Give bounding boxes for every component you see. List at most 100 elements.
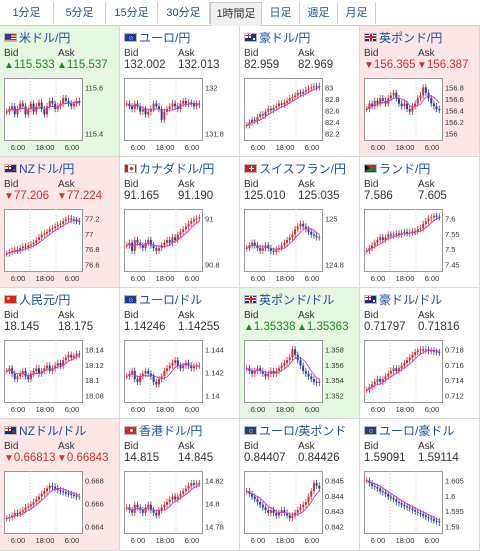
candle-body xyxy=(182,100,185,104)
tab-4[interactable]: 30分足 xyxy=(158,2,210,24)
currency-pair-link[interactable]: 人民元/円 xyxy=(4,292,70,307)
candle-body xyxy=(149,373,152,377)
currency-pair-link[interactable]: ユーロ/円 xyxy=(124,30,190,45)
candle-body xyxy=(198,217,201,219)
tab-1[interactable]: 1分足 xyxy=(0,2,54,24)
price-chart[interactable]: 115.6 115.4 6:00 18:00 6:00 xyxy=(4,78,116,154)
currency-pair-link[interactable]: ユーロ/豪ドル xyxy=(364,423,454,438)
candle-body xyxy=(251,493,254,497)
moving-average-line xyxy=(6,101,80,113)
price-chart[interactable]: 77.2 77 76.8 76.6 6:00 18:00 6:00 xyxy=(4,209,116,285)
currency-pair-link[interactable]: NZドル/ドル xyxy=(4,423,86,438)
y-tick-label: 90.8 xyxy=(205,261,220,270)
currency-card[interactable]: 人民元/円 Bid Ask 18.145 18.175 18.14 18.12 18.1 18.… xyxy=(0,288,120,419)
candle-body xyxy=(147,240,150,243)
currency-card[interactable]: 英ポンド/ドル Bid Ask ▲1.35338 ▲1.35363 1.358 1.356 1… xyxy=(240,288,360,419)
currency-pair-link[interactable]: 米ドル/円 xyxy=(4,30,70,45)
currency-pair-link[interactable]: ランド/円 xyxy=(364,161,430,176)
candle-body xyxy=(406,360,409,363)
currency-card[interactable]: ユーロ/ドル Bid Ask 1.14246 1.14255 1.144 1.142 1.14… xyxy=(120,288,240,419)
currency-card[interactable]: ランド/円 Bid Ask 7.586 7.605 7.6 7.55 7.5 7.45 6:00 1… xyxy=(360,157,480,288)
candle-body xyxy=(365,250,368,252)
price-chart[interactable]: 0.845 0.844 0.843 0.842 6:00 18:00 6:00 xyxy=(244,471,356,547)
tab-8[interactable]: 月足 xyxy=(338,2,376,24)
price-chart[interactable]: 0.668 0.666 0.664 6:00 18:00 6:00 xyxy=(4,471,116,547)
price-chart[interactable]: 14.82 14.8 14.78 6:00 18:00 6:00 xyxy=(124,471,236,547)
currency-pair-link[interactable]: NZドル/円 xyxy=(4,161,75,176)
candle-body xyxy=(435,106,438,109)
currency-pair-link[interactable]: カナダドル/円 xyxy=(124,161,214,176)
candle-body xyxy=(16,512,19,514)
currency-card[interactable]: ユーロ/英ポンド Bid Ask 0.84407 0.84426 0.845 0.844 0.… xyxy=(240,419,360,551)
currency-card[interactable]: NZドル/ドル Bid Ask ▼0.66813 ▼0.66843 0.668 0.666 0… xyxy=(0,419,120,551)
candle-body xyxy=(381,379,384,382)
candle-body xyxy=(277,368,280,371)
currency-pair-link[interactable]: スイスフラン/円 xyxy=(244,161,346,176)
candle-body xyxy=(21,246,24,249)
candle-body xyxy=(296,226,299,230)
currency-pair-link[interactable]: 香港ドル/円 xyxy=(124,423,202,438)
candle-body xyxy=(192,103,195,107)
x-tick-label: 6:00 xyxy=(425,143,440,152)
candle-body xyxy=(403,103,406,107)
candle-body xyxy=(40,102,43,109)
currency-card[interactable]: NZドル/円 Bid Ask ▼77.206 ▼77.224 77.2 77 76.8 76.6… xyxy=(0,157,120,288)
bid-value-text: 125.010 xyxy=(244,190,286,202)
candlestick-chart: 1.144 1.142 1.14 6:00 18:00 6:00 xyxy=(124,340,224,414)
currency-card[interactable]: ユーロ/円 Bid Ask 132.002 132.013 132 131.8 6:00 18:… xyxy=(120,26,240,157)
currency-pair-link[interactable]: 英ポンド/ドル xyxy=(244,292,334,307)
currency-card[interactable]: 米ドル/円 Bid Ask ▲115.533 ▲115.537 115.6 115.4 6:0… xyxy=(0,26,120,157)
down-arrow-icon: ▼ xyxy=(4,191,14,202)
up-arrow-icon: ▲ xyxy=(4,60,14,71)
currency-card[interactable]: 香港ドル/円 Bid Ask 14.815 14.845 14.82 14.8 14.78 6:… xyxy=(120,419,240,551)
currency-card[interactable]: 英ポンド/円 Bid Ask ▼156.365 ▼156.387 156.8 156.6 15… xyxy=(360,26,480,157)
tab-3[interactable]: 15分足 xyxy=(106,2,158,24)
x-tick-label: 6:00 xyxy=(371,143,386,152)
tab-5[interactable]: 1時間足 xyxy=(210,2,262,26)
currency-pair-link[interactable]: ユーロ/ドル xyxy=(124,292,202,307)
price-chart[interactable]: 91 90.8 6:00 18:00 6:00 xyxy=(124,209,236,285)
bid-value: 7.586 xyxy=(364,190,393,202)
bid-value: 0.84407 xyxy=(244,452,286,464)
currency-pair-link[interactable]: 豪ドル/ドル xyxy=(364,292,442,307)
candlestick-chart: 91 90.8 6:00 18:00 6:00 xyxy=(124,209,220,283)
currency-pair-link[interactable]: 豪ドル/円 xyxy=(244,30,310,45)
x-tick-label: 6:00 xyxy=(305,143,320,152)
pair-name: NZドル/円 xyxy=(19,161,75,176)
candle-body xyxy=(283,242,286,246)
currency-card[interactable]: 豪ドル/ドル Bid Ask 0.71797 0.71816 0.718 0.716 0.71… xyxy=(360,288,480,419)
price-chart[interactable]: 1.358 1.356 1.354 1.352 6:00 18:00 6:00 xyxy=(244,340,356,416)
currency-pair-link[interactable]: 英ポンド/円 xyxy=(364,30,442,45)
x-tick-label: 6:00 xyxy=(371,274,386,283)
price-chart[interactable]: 1.605 1.6 1.595 1.59 6:00 18:00 6:00 xyxy=(364,471,476,547)
price-chart[interactable]: 132 131.8 6:00 18:00 6:00 xyxy=(124,78,236,154)
price-chart[interactable]: 125 124.8 6:00 18:00 6:00 xyxy=(244,209,356,285)
chart-frame xyxy=(364,471,443,534)
tab-7[interactable]: 週足 xyxy=(300,2,338,24)
tab-6[interactable]: 日足 xyxy=(262,2,300,24)
price-chart[interactable]: 156.8 156.6 156.4 156.2 156 6:00 18:00 6:00 xyxy=(364,78,476,154)
candle-body xyxy=(37,496,40,500)
currency-card[interactable]: カナダドル/円 Bid Ask 91.165 91.190 91 90.8 6:00 18:00… xyxy=(120,157,240,288)
candle-body xyxy=(16,109,19,115)
price-chart[interactable]: 18.14 18.12 18.1 18.08 6:00 18:00 6:00 xyxy=(4,340,116,416)
y-tick-label: 132 xyxy=(205,84,218,93)
price-chart[interactable]: 1.144 1.142 1.14 6:00 18:00 6:00 xyxy=(124,340,236,416)
x-tick-label: 6:00 xyxy=(251,274,266,283)
tab-2[interactable]: 5分足 xyxy=(54,2,106,24)
candle-body xyxy=(198,483,201,485)
candle-body xyxy=(32,502,35,505)
candle-body xyxy=(37,102,40,107)
y-tick-label: 0.712 xyxy=(445,392,464,401)
bid-value-text: 18.145 xyxy=(4,321,40,333)
currency-card[interactable]: スイスフラン/円 Bid Ask 125.010 125.035 125 124.8 6:00… xyxy=(240,157,360,288)
price-chart[interactable]: 83 82.8 82.6 82.4 82.2 6:00 18:00 6:00 xyxy=(244,78,356,154)
candle-body xyxy=(24,106,27,115)
candle-body xyxy=(389,496,392,498)
currency-card[interactable]: ユーロ/豪ドル Bid Ask 1.59091 1.59114 1.605 1.6 1.595… xyxy=(360,419,480,551)
price-chart[interactable]: 7.6 7.55 7.5 7.45 6:00 18:00 6:00 xyxy=(364,209,476,285)
candle-body xyxy=(5,518,8,520)
currency-pair-link[interactable]: ユーロ/英ポンド xyxy=(244,423,346,438)
currency-card[interactable]: 豪ドル/円 Bid Ask 82.959 82.969 83 82.8 82.6 82.4 82.… xyxy=(240,26,360,157)
price-chart[interactable]: 0.718 0.716 0.714 0.712 6:00 18:00 6:00 xyxy=(364,340,476,416)
